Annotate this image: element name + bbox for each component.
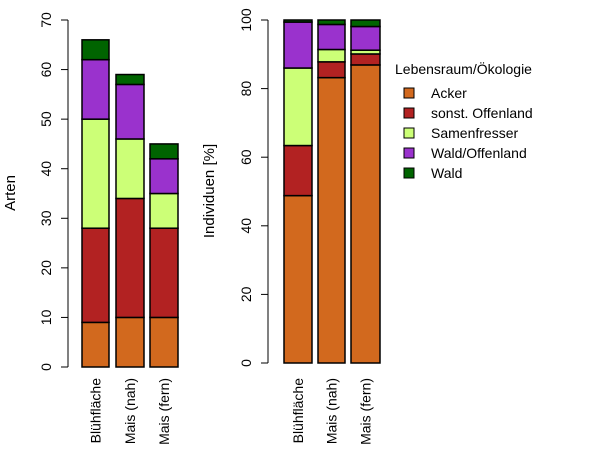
chart-arten: Arten Blühfläche Mais (nah) Mais (fern) 0 10… — [2, 12, 179, 445]
bar-segment — [149, 316, 179, 368]
bar-segment — [81, 39, 110, 61]
y-tick-label: 40 — [38, 161, 54, 177]
y-tick-label: 50 — [38, 111, 54, 127]
y-axis-title-arten: Arten — [2, 175, 19, 211]
bar-segment — [81, 227, 110, 324]
bar-segment — [81, 58, 110, 120]
y-tick-label: 60 — [38, 62, 54, 78]
legend-swatch — [403, 87, 415, 99]
y-tick-label: 10 — [38, 309, 54, 325]
bar-segment — [317, 19, 346, 26]
x-tick-label: Mais (fern) — [358, 378, 374, 445]
bar-segment — [317, 48, 346, 63]
bar-segment — [283, 144, 313, 197]
legend-label: Samenfresser — [431, 125, 518, 141]
legend-swatch — [403, 167, 415, 179]
bar-segment — [283, 21, 313, 69]
legend-title: Lebensraum/Ökologie — [395, 60, 532, 77]
bar-segment — [81, 321, 110, 368]
legend-label: Acker — [431, 85, 467, 101]
bar-segment — [350, 64, 381, 364]
legend-swatch — [403, 107, 415, 119]
x-tick-label: Mais (nah) — [122, 378, 138, 444]
legend-label: Wald/Offenland — [431, 145, 527, 161]
bar-segment — [81, 118, 110, 229]
legend-label: sonst. Offenland — [431, 105, 533, 121]
legend-label: Wald — [431, 165, 462, 181]
x-tick-label: Mais (nah) — [324, 378, 340, 444]
y-tick-label: 30 — [38, 210, 54, 226]
bar-segment — [350, 19, 381, 28]
bar-segment — [115, 73, 145, 86]
bar-segment — [149, 192, 179, 229]
y-tick-label: 0 — [38, 363, 54, 371]
bar-segment — [149, 227, 179, 319]
y-tick-label: 60 — [238, 149, 254, 165]
legend: Lebensraum/Ökologie Acker sonst. Offenlan… — [395, 60, 533, 181]
bar-segment — [283, 19, 313, 23]
bar-segment — [350, 53, 381, 66]
bar-segment — [149, 143, 179, 160]
bar-segment — [317, 76, 346, 364]
y-tick-label: 80 — [238, 81, 254, 97]
x-tick-label: Blühfläche — [88, 378, 104, 444]
y-tick-label: 70 — [38, 12, 54, 28]
chart-individuen: Individuen [%] Blühfläche Mais (nah) Mais … — [201, 8, 381, 445]
bar-segment — [115, 197, 145, 319]
y-tick-label: 0 — [238, 359, 254, 367]
bar-segment — [350, 25, 381, 51]
legend-swatch — [403, 127, 415, 139]
bar-segment — [317, 23, 346, 51]
y-tick-label: 40 — [238, 218, 254, 234]
x-tick-label: Blühfläche — [290, 378, 306, 444]
bar-segment — [317, 61, 346, 79]
y-tick-label: 100 — [238, 8, 254, 32]
bar-segment — [283, 194, 313, 364]
y-tick-label: 20 — [38, 260, 54, 276]
bar-segment — [115, 316, 145, 368]
bar-segment — [115, 83, 145, 140]
x-tick-label: Mais (fern) — [156, 378, 172, 445]
y-axis-title-individuen: Individuen [%] — [201, 144, 218, 238]
legend-swatch — [403, 147, 415, 159]
bar-segment — [149, 158, 179, 195]
bar-segment — [283, 67, 313, 147]
y-tick-label: 20 — [238, 286, 254, 302]
bar-segment — [115, 138, 145, 200]
